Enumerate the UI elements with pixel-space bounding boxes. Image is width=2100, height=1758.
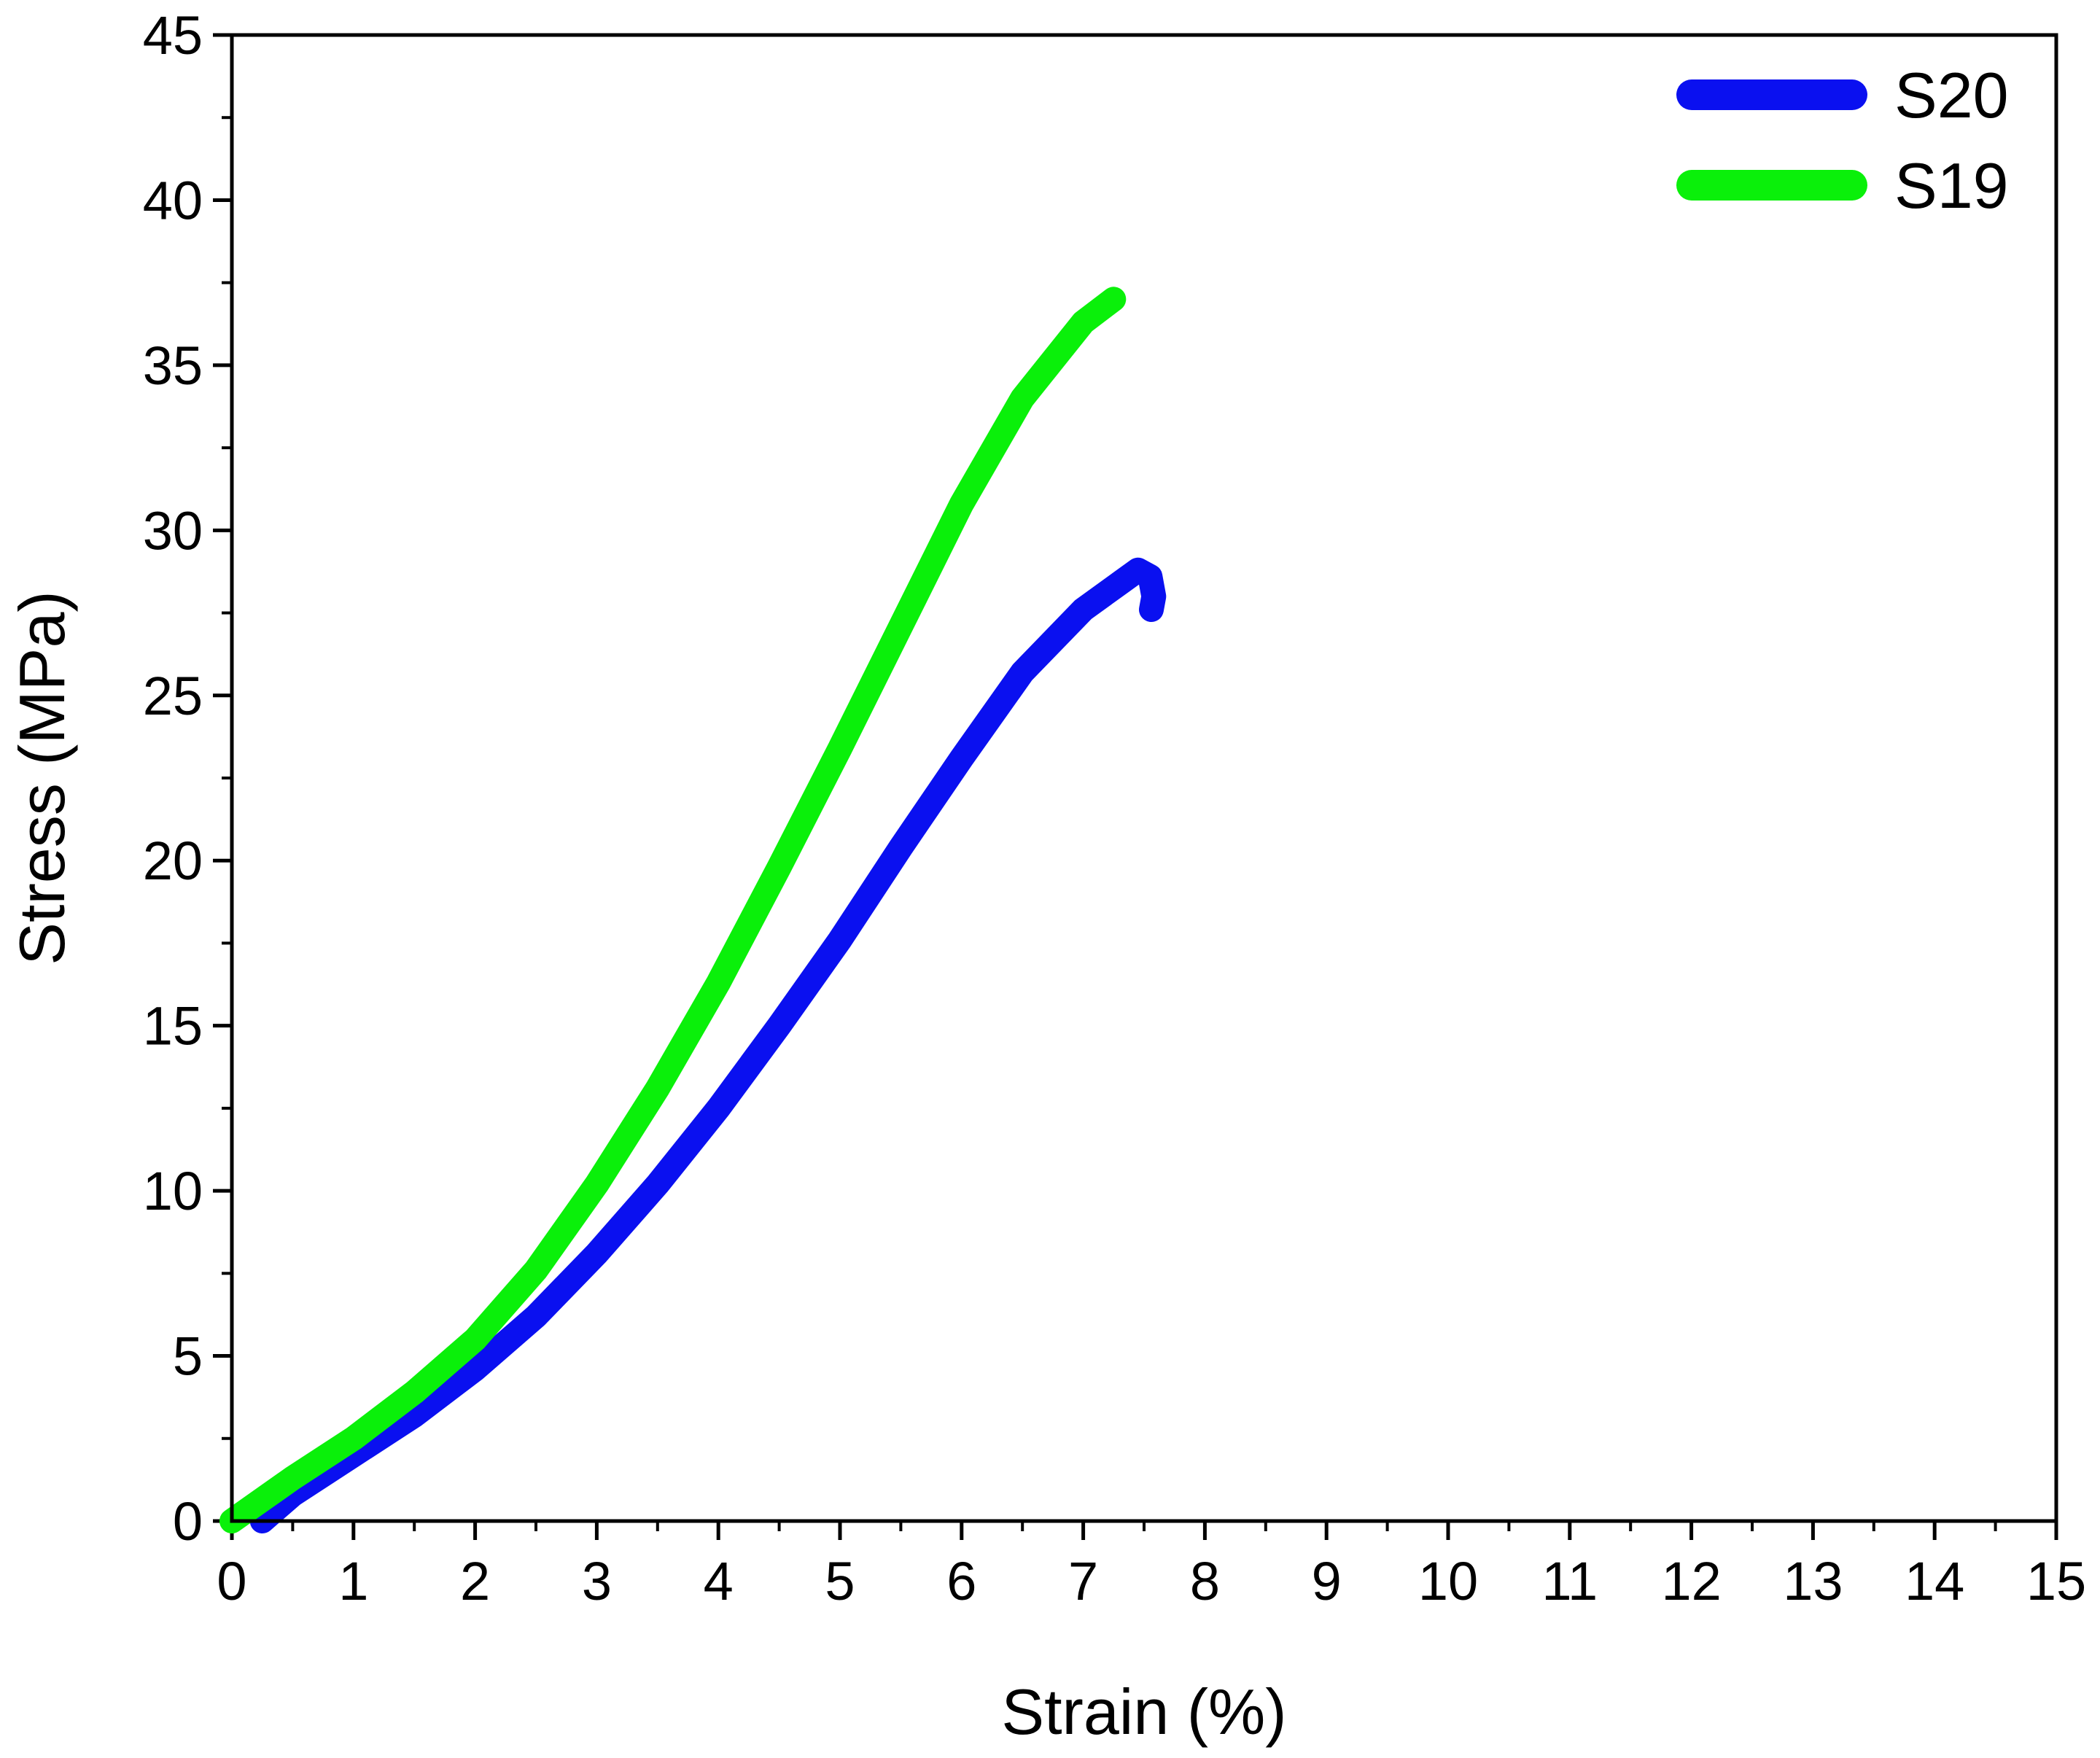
x-tick-label: 4 <box>704 1551 734 1611</box>
x-tick-label: 15 <box>2026 1551 2086 1611</box>
legend-label-s19: S19 <box>1894 149 2009 222</box>
x-tick-label: 0 <box>217 1551 246 1611</box>
y-tick-label: 0 <box>173 1491 203 1552</box>
x-tick-label: 13 <box>1783 1551 1843 1611</box>
x-tick-label: 3 <box>582 1551 612 1611</box>
legend: S20 S19 <box>1676 59 2009 222</box>
x-tick-label: 12 <box>1661 1551 1721 1611</box>
y-tick-label: 30 <box>143 500 203 561</box>
y-tick-label: 15 <box>143 996 203 1057</box>
x-tick-label: 2 <box>460 1551 490 1611</box>
x-tick-label: 11 <box>1541 1551 1598 1611</box>
x-tick-label: 9 <box>1312 1551 1342 1611</box>
legend-label-s20: S20 <box>1894 59 2009 131</box>
x-major-ticks <box>230 1521 2058 1540</box>
y-tick-label: 40 <box>143 170 203 230</box>
series-line-s20 <box>249 557 1167 1533</box>
x-tick-label: 7 <box>1068 1551 1098 1611</box>
y-tick-label: 25 <box>143 666 203 726</box>
x-tick-label: 8 <box>1190 1551 1220 1611</box>
x-tick-label: 10 <box>1418 1551 1478 1611</box>
y-tick-labels: 0 5 10 15 20 25 30 35 40 45 <box>143 5 203 1552</box>
y-tick-label: 45 <box>143 5 203 66</box>
plot-frame <box>230 33 2058 1523</box>
x-tick-label: 6 <box>946 1551 976 1611</box>
y-tick-label: 5 <box>173 1326 203 1387</box>
x-tick-label: 5 <box>825 1551 855 1611</box>
y-axis-title: Stress (MPa) <box>6 591 78 965</box>
series-lines <box>219 287 1167 1533</box>
x-axis-title: Strain (%) <box>1001 1676 1286 1748</box>
x-tick-label: 14 <box>1905 1551 1964 1611</box>
y-minor-ticks <box>222 116 232 1440</box>
y-tick-label: 10 <box>143 1161 203 1221</box>
x-tick-labels: 0 1 2 3 4 5 6 7 8 9 10 11 12 13 14 15 <box>217 1551 2086 1611</box>
y-tick-label: 35 <box>143 335 203 396</box>
y-tick-label: 20 <box>143 831 203 891</box>
series-line-s19 <box>219 287 1127 1533</box>
x-tick-label: 1 <box>338 1551 368 1611</box>
